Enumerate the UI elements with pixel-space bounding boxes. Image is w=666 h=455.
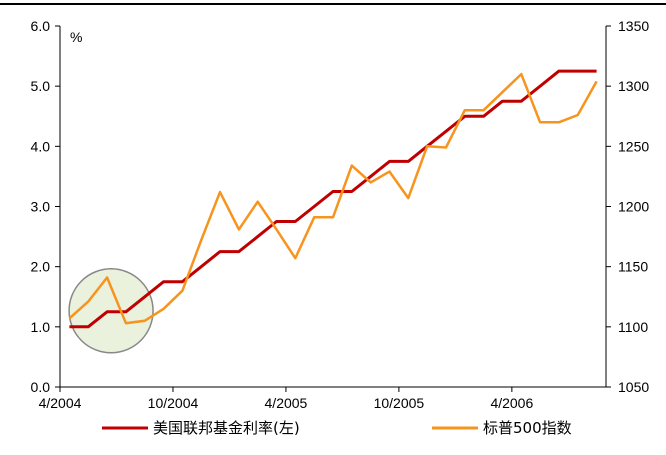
axes-layer: 0.0 1.0 2.0 3.0 4.0 5.0 6.0% 1050 1100 1150 1200 12… (31, 18, 650, 411)
left-tick-label: 2.0 (31, 259, 51, 275)
left-tick-label: 0.0 (31, 379, 51, 395)
legend: 美国联邦基金利率(左) 标普500指数 (102, 419, 572, 437)
x-tick-label: 10/2005 (374, 395, 425, 411)
left-axis-label: % (70, 29, 82, 45)
right-tick-label: 1050 (618, 379, 649, 395)
x-tick-label: 4/2004 (39, 395, 82, 411)
x-tick-label: 4/2006 (490, 395, 533, 411)
series-layer (68, 69, 598, 329)
series-line-fed-funds-rate (69, 69, 597, 329)
right-tick-label: 1100 (618, 319, 648, 335)
x-tick-label: 10/2004 (148, 395, 199, 411)
left-tick-label: 1.0 (31, 319, 51, 335)
legend-label: 标普500指数 (483, 419, 572, 437)
legend-label: 美国联邦基金利率(左) (153, 419, 300, 437)
left-tick-label: 6.0 (31, 18, 51, 34)
right-tick-label: 1200 (618, 199, 649, 215)
right-tick-label: 1350 (618, 18, 649, 34)
right-tick-label: 1150 (618, 259, 648, 275)
left-tick-label: 3.0 (31, 199, 51, 215)
x-tick-label: 4/2005 (265, 395, 308, 411)
left-tick-label: 5.0 (31, 78, 51, 94)
series-line-sp500 (68, 72, 598, 325)
left-tick-label: 4.0 (31, 138, 51, 154)
right-tick-label: 1250 (618, 138, 649, 154)
right-tick-label: 1300 (618, 78, 649, 94)
